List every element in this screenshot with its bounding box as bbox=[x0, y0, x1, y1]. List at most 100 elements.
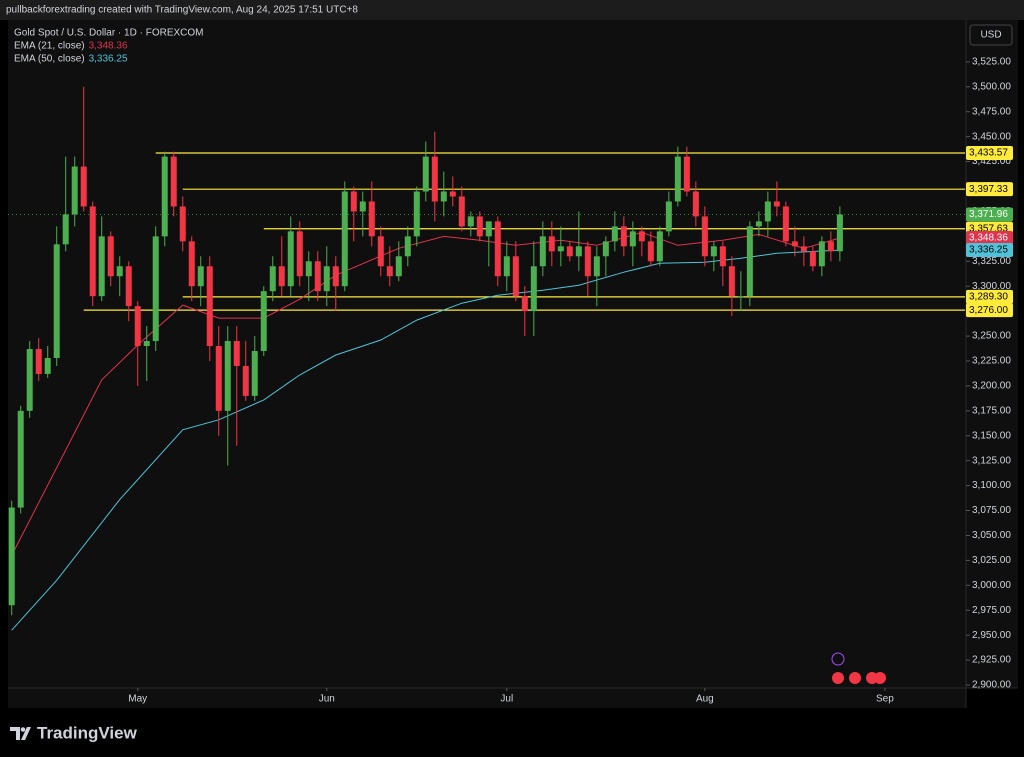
candle-body bbox=[278, 266, 285, 287]
candle-body bbox=[80, 166, 87, 207]
candle-body bbox=[332, 266, 339, 287]
y-tick-label: 2,950.00 bbox=[972, 630, 1011, 641]
candle-body bbox=[251, 351, 258, 396]
candle-body bbox=[296, 231, 303, 277]
time-axis bbox=[8, 688, 966, 708]
candle-body bbox=[557, 246, 564, 252]
candle-body bbox=[629, 231, 636, 247]
candle-body bbox=[548, 236, 555, 252]
candle-body bbox=[35, 349, 42, 374]
y-tick-label: 3,075.00 bbox=[972, 505, 1011, 516]
x-tick-label: May bbox=[128, 694, 147, 705]
currency[interactable]: USD bbox=[980, 30, 1001, 41]
candle-body bbox=[170, 156, 177, 207]
candle-body bbox=[593, 256, 600, 277]
candle-body bbox=[143, 341, 150, 347]
candle-body bbox=[827, 241, 834, 252]
event-icon[interactable] bbox=[832, 672, 844, 684]
y-tick-label: 3,450.00 bbox=[972, 131, 1011, 142]
price-axis bbox=[966, 20, 1018, 688]
x-tick-label: Aug bbox=[696, 694, 714, 705]
candle-body bbox=[602, 241, 609, 257]
candle-body bbox=[17, 410, 24, 508]
candle-body bbox=[107, 236, 114, 277]
caption: pullbackforextrading created with Tradin… bbox=[6, 5, 358, 16]
candle-body bbox=[503, 256, 510, 277]
candle-body bbox=[413, 191, 420, 237]
brand-logo: TradingView bbox=[10, 723, 138, 742]
candle-body bbox=[224, 341, 231, 411]
candle-body bbox=[8, 507, 15, 606]
y-tick-label: 3,300.00 bbox=[972, 281, 1011, 292]
candle-body bbox=[449, 191, 456, 197]
candle-body bbox=[647, 241, 654, 262]
candle-body bbox=[404, 236, 411, 257]
candle-body bbox=[359, 201, 366, 212]
legend-value: 3,336.25 bbox=[89, 54, 128, 65]
candle-body bbox=[134, 306, 141, 347]
legend-value: 3,348.36 bbox=[89, 41, 128, 52]
candle-body bbox=[746, 226, 753, 297]
plot-area bbox=[8, 20, 966, 688]
candle-body bbox=[656, 231, 663, 262]
y-tick-label: 3,150.00 bbox=[972, 430, 1011, 441]
price-tag-label: 3,357.63 bbox=[969, 223, 1008, 234]
candle-body bbox=[323, 266, 330, 292]
y-tick-label: 3,125.00 bbox=[972, 455, 1011, 466]
candle-body bbox=[512, 256, 519, 297]
candle-body bbox=[539, 236, 546, 267]
y-tick-label: 3,500.00 bbox=[972, 81, 1011, 92]
y-tick-label: 3,525.00 bbox=[972, 57, 1011, 68]
candle-body bbox=[773, 201, 780, 207]
price-tag-label: 3,397.33 bbox=[969, 184, 1008, 195]
candle-body bbox=[53, 244, 60, 358]
candle-body bbox=[584, 246, 591, 277]
event-icon[interactable] bbox=[831, 652, 845, 666]
candle-body bbox=[692, 191, 699, 217]
candle-body bbox=[791, 241, 798, 247]
candle-body bbox=[350, 191, 357, 212]
event-icon[interactable] bbox=[849, 672, 861, 684]
candle-body bbox=[197, 266, 204, 287]
y-tick-label: 3,025.00 bbox=[972, 555, 1011, 566]
y-tick-label: 3,050.00 bbox=[972, 530, 1011, 541]
candle-body bbox=[242, 365, 249, 396]
candle-body bbox=[305, 261, 312, 277]
y-tick-label: 3,250.00 bbox=[972, 331, 1011, 342]
candle-body bbox=[701, 216, 708, 257]
candle-body bbox=[683, 156, 690, 192]
y-tick-label: 2,900.00 bbox=[972, 680, 1011, 691]
candle-body bbox=[764, 201, 771, 222]
plot bbox=[8, 86, 965, 631]
candle-body bbox=[458, 196, 465, 227]
candle-body bbox=[188, 241, 195, 287]
event-icons bbox=[831, 652, 886, 684]
candle-body bbox=[233, 341, 240, 366]
candle-body bbox=[44, 357, 51, 374]
legend-name: EMA (21, close) bbox=[14, 41, 85, 52]
candle-body bbox=[566, 246, 573, 257]
currency-box[interactable] bbox=[969, 24, 1013, 46]
candle-body bbox=[287, 231, 294, 287]
candle-body bbox=[179, 206, 186, 242]
candle-body bbox=[737, 296, 744, 298]
candle-body bbox=[836, 214, 843, 252]
candle-body bbox=[611, 226, 618, 242]
candle-body bbox=[98, 236, 105, 297]
candle-body bbox=[368, 201, 375, 237]
event-icon[interactable] bbox=[874, 672, 886, 684]
y-tick-label: 3,100.00 bbox=[972, 480, 1011, 491]
candle-body bbox=[314, 261, 321, 292]
caption-bar bbox=[0, 0, 1024, 20]
price-tag bbox=[966, 303, 1013, 318]
candle-body bbox=[260, 291, 267, 352]
candle-body bbox=[26, 349, 33, 411]
candle-body bbox=[494, 221, 501, 277]
price-tag bbox=[966, 289, 1013, 304]
price-tag bbox=[966, 207, 1013, 222]
y-tick-label: 3,425.00 bbox=[972, 156, 1011, 167]
price-tag bbox=[966, 243, 1013, 258]
price-tag bbox=[966, 230, 1013, 245]
logo-dot bbox=[20, 727, 26, 732]
